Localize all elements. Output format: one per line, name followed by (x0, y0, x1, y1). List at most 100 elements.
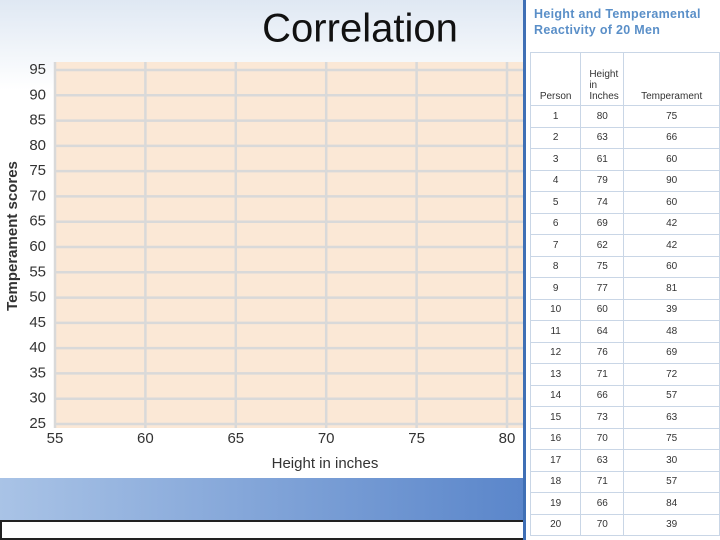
x-tick-label: 80 (499, 430, 516, 447)
table: Person Height in Inches Temperament 1 80 75 2 6… (529, 52, 720, 536)
table-cell: 20 (529, 513, 582, 536)
table-cell: 19 (529, 492, 582, 515)
table-row: 10 60 39 (529, 298, 720, 321)
table-cell: 63 (580, 449, 625, 472)
table-title: Height and Temperamental Reactivity of 2… (534, 7, 701, 37)
table-cell: 12 (529, 341, 582, 364)
table-cell: 71 (580, 470, 625, 493)
table-cell: 42 (623, 234, 720, 257)
table-row: 12 76 69 (529, 341, 720, 364)
table-cell: 3 (529, 148, 582, 171)
table-cell: 60 (623, 148, 720, 171)
table-cell: 76 (580, 341, 625, 364)
table-cell: 13 (529, 363, 582, 386)
table-cell: 80 (580, 105, 625, 128)
table-row: 17 63 30 (529, 449, 720, 472)
slide-title: Correlation (262, 7, 458, 51)
y-tick-label: 25 (29, 415, 46, 432)
table-cell: 11 (529, 320, 582, 343)
table-cell: 66 (580, 384, 625, 407)
column-header: Person (529, 52, 582, 106)
table-cell: 66 (580, 492, 625, 515)
y-tick-label: 40 (29, 339, 46, 356)
x-tick-label: 75 (408, 430, 425, 447)
table-cell: 75 (623, 427, 720, 450)
table-cell: 39 (623, 298, 720, 321)
table-row: 13 71 72 (529, 363, 720, 386)
table-row: 15 73 63 (529, 406, 720, 429)
table-row: 2 63 66 (529, 126, 720, 149)
table-row: 3 61 60 (529, 148, 720, 171)
x-axis-label: Height in inches (272, 455, 379, 472)
table-cell: 42 (623, 212, 720, 235)
y-tick-label: 65 (29, 213, 46, 230)
table-cell: 90 (623, 169, 720, 192)
table-cell: 63 (623, 406, 720, 429)
table-row: 7 62 42 (529, 234, 720, 257)
table-cell: 69 (623, 341, 720, 364)
table-cell: 7 (529, 234, 582, 257)
x-tick-label: 60 (137, 430, 154, 447)
table-row: 19 66 84 (529, 492, 720, 515)
table-cell: 84 (623, 492, 720, 515)
y-tick-label: 90 (29, 86, 46, 103)
column-header: Temperament (623, 52, 720, 106)
table-cell: 10 (529, 298, 582, 321)
table-cell: 66 (623, 126, 720, 149)
table-cell: 61 (580, 148, 625, 171)
table-row: 11 64 48 (529, 320, 720, 343)
y-tick-label: 30 (29, 390, 46, 407)
plot-area (55, 62, 525, 428)
table-cell: 39 (623, 513, 720, 536)
table-cell: 75 (580, 255, 625, 278)
y-tick-label: 95 (29, 61, 46, 78)
table-cell: 72 (623, 363, 720, 386)
table-cell: 57 (623, 470, 720, 493)
table-cell: 9 (529, 277, 582, 300)
table-cell: 14 (529, 384, 582, 407)
y-tick-label: 80 (29, 137, 46, 154)
table-cell: 2 (529, 126, 582, 149)
table-row: 1 80 75 (529, 105, 720, 128)
table-cell: 81 (623, 277, 720, 300)
table-cell: 30 (623, 449, 720, 472)
y-tick-label: 85 (29, 112, 46, 129)
table-row: 14 66 57 (529, 384, 720, 407)
table-row: 8 75 60 (529, 255, 720, 278)
y-tick-label: 60 (29, 238, 46, 255)
table-cell: 17 (529, 449, 582, 472)
table-cell: 73 (580, 406, 625, 429)
table-row: 4 79 90 (529, 169, 720, 192)
table-row: 9 77 81 (529, 277, 720, 300)
table-cell: 15 (529, 406, 582, 429)
table-cell: 8 (529, 255, 582, 278)
table-cell: 64 (580, 320, 625, 343)
table-cell: 60 (623, 255, 720, 278)
x-tick-label: 65 (227, 430, 244, 447)
y-tick-label: 75 (29, 162, 46, 179)
table-cell: 70 (580, 427, 625, 450)
table-cell: 79 (580, 169, 625, 192)
table-row: 18 71 57 (529, 470, 720, 493)
table-cell: 60 (623, 191, 720, 214)
table-cell: 48 (623, 320, 720, 343)
table-row: 16 70 75 (529, 427, 720, 450)
column-header: Height in Inches (580, 52, 625, 106)
table-row: 5 74 60 (529, 191, 720, 214)
y-tick-label: 55 (29, 263, 46, 280)
table-cell: 6 (529, 212, 582, 235)
table-cell: 60 (580, 298, 625, 321)
table-cell: 69 (580, 212, 625, 235)
y-tick-label: 45 (29, 314, 46, 331)
table-cell: 74 (580, 191, 625, 214)
table-cell: 16 (529, 427, 582, 450)
table-cell: 57 (623, 384, 720, 407)
table-cell: 1 (529, 105, 582, 128)
table-cell: 18 (529, 470, 582, 493)
y-tick-label: 70 (29, 187, 46, 204)
x-tick-label: 55 (47, 430, 64, 447)
table-cell: 4 (529, 169, 582, 192)
y-axis-label: Temperament scores (4, 161, 21, 311)
